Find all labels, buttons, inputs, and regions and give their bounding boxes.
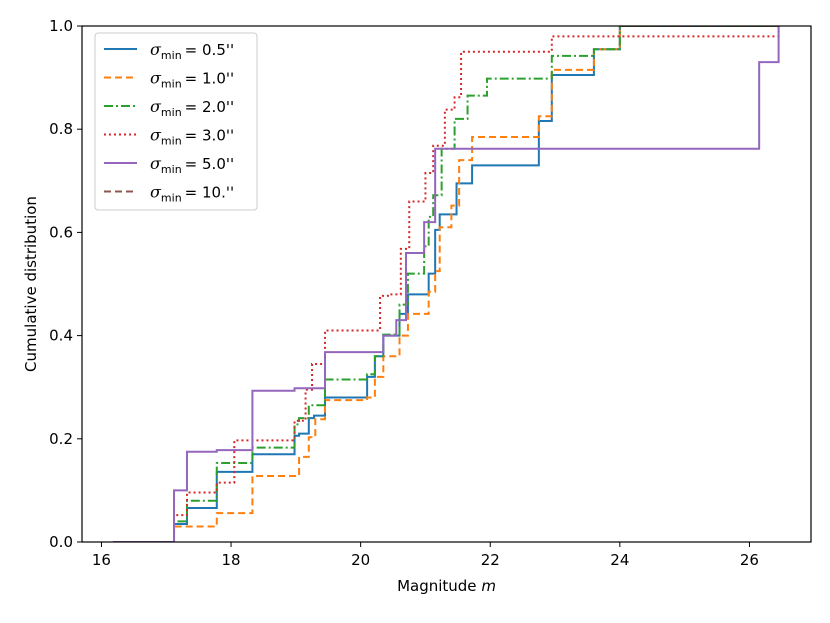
legend-label-6: σmin = 10.'' bbox=[150, 183, 234, 205]
x-axis-label: Magnitude m bbox=[397, 577, 496, 595]
x-tick-label: 18 bbox=[221, 551, 240, 569]
legend-label-2: σmin = 1.0'' bbox=[150, 69, 234, 91]
x-tick-label: 26 bbox=[740, 551, 759, 569]
legend-label-1: σmin = 0.5'' bbox=[150, 40, 234, 62]
y-tick-label: 0.0 bbox=[49, 533, 73, 551]
legend-label-3: σmin = 2.0'' bbox=[150, 97, 234, 119]
y-tick-label: 1.0 bbox=[49, 17, 73, 35]
axis-ticks: 16 18 20 22 24 26 0.0 0.2 0.4 0.6 0.8 1.0 bbox=[49, 17, 759, 569]
series-line-3 bbox=[113, 26, 779, 542]
y-tick-label: 0.2 bbox=[49, 430, 73, 448]
y-tick-label: 0.6 bbox=[49, 223, 73, 241]
legend-box bbox=[94, 32, 258, 211]
legend-label-5: σmin = 5.0'' bbox=[150, 154, 234, 176]
series-line-5 bbox=[113, 26, 780, 542]
plot-frame bbox=[81, 25, 812, 543]
legend: σmin = 0.5'' σmin = 1.0'' σmin = 2.0'' σmin = 3… bbox=[94, 32, 258, 211]
y-tick-label: 0.4 bbox=[49, 327, 73, 345]
series-line-2 bbox=[113, 26, 779, 542]
x-tick-label: 24 bbox=[610, 551, 629, 569]
y-tick-label: 0.8 bbox=[49, 120, 73, 138]
x-tick-label: 20 bbox=[351, 551, 370, 569]
x-tick-label: 22 bbox=[481, 551, 500, 569]
x-tick-label: 16 bbox=[92, 551, 111, 569]
y-axis-label: Cumulative distribution bbox=[22, 196, 40, 372]
series-layer bbox=[113, 26, 780, 542]
legend-label-4: σmin = 3.0'' bbox=[150, 126, 234, 148]
